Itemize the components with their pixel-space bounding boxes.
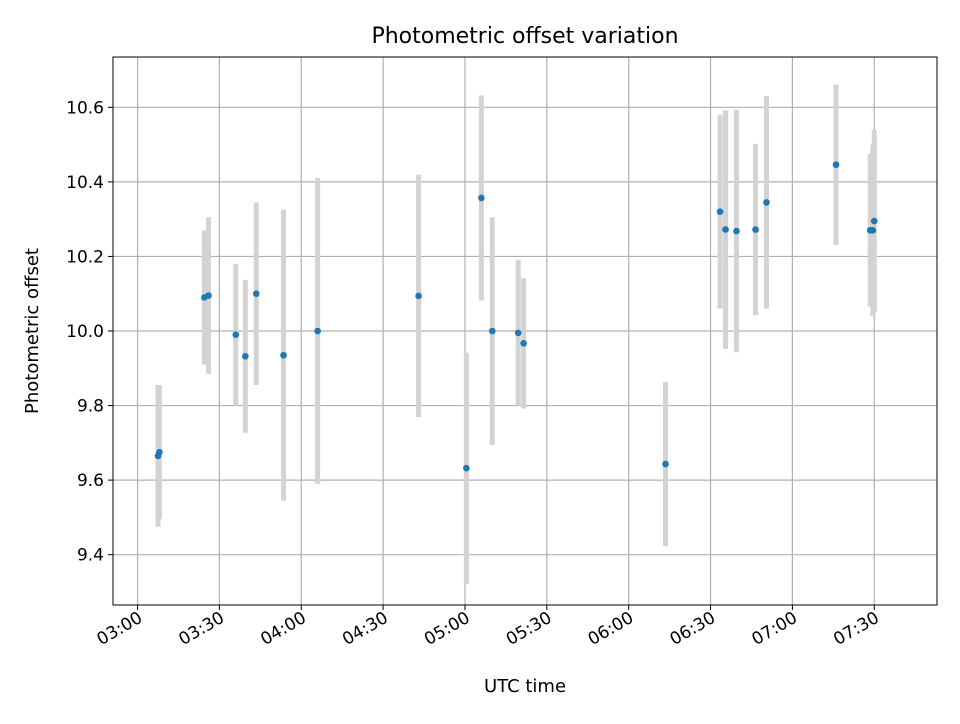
data-point	[478, 194, 485, 202]
data-point	[488, 327, 496, 335]
data-point	[242, 353, 249, 360]
data-point	[314, 327, 321, 335]
data-point	[232, 331, 240, 339]
data-points	[154, 161, 878, 472]
y-tick-label: 9.4	[77, 546, 104, 566]
y-tick-label: 10.6	[66, 98, 104, 118]
data-point	[733, 227, 740, 235]
data-point	[252, 290, 260, 298]
data-point	[520, 340, 527, 347]
y-tick-label: 10.0	[66, 322, 104, 342]
y-tick-label: 9.8	[77, 397, 104, 417]
data-point	[722, 226, 729, 233]
data-point	[415, 292, 422, 300]
y-tick-label: 10.2	[66, 247, 104, 267]
x-axis-label: UTC time	[484, 676, 566, 697]
chart-title: Photometric offset variation	[371, 24, 678, 49]
data-point	[662, 460, 669, 468]
data-point	[716, 208, 724, 216]
y-axis-label: Photometric offset	[22, 248, 43, 414]
data-point	[463, 464, 470, 472]
data-point	[752, 226, 759, 233]
data-point	[156, 448, 163, 456]
data-point	[280, 351, 287, 359]
data-point	[869, 227, 877, 234]
y-tick-label: 9.6	[77, 471, 104, 491]
data-point	[870, 217, 878, 225]
data-point	[514, 329, 522, 337]
y-axis-ticks: 9.4 9.6 9.8 10.0 10.2 10.4 10.6	[66, 98, 113, 566]
data-point	[763, 199, 770, 206]
y-tick-label: 10.4	[66, 173, 104, 193]
data-point	[205, 292, 212, 299]
data-point	[832, 161, 840, 169]
